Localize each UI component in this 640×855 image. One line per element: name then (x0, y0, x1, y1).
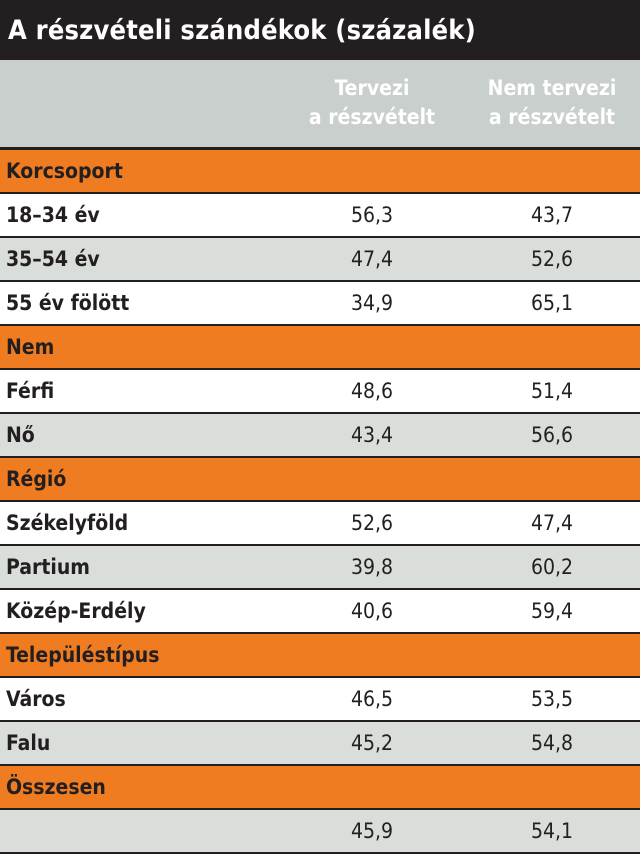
value-plans: 47,4 (350, 247, 394, 271)
section-header: Régió (0, 458, 640, 502)
value-plans: 45,9 (350, 819, 394, 843)
value-plans: 52,6 (350, 511, 394, 535)
column-header-plans-line2: a részvételt (308, 105, 436, 129)
row-label: 18–34 év (6, 203, 100, 227)
value-plans: 40,6 (350, 599, 394, 623)
table-title-text: A részvételi szándékok (százalék) (8, 14, 476, 46)
value-not-plans: 52,6 (530, 247, 574, 271)
table-row: Nő 43,4 56,6 (0, 414, 640, 458)
row-label: Nő (6, 423, 35, 447)
value-not-plans: 56,6 (530, 423, 574, 447)
row-label: 35–54 év (6, 247, 100, 271)
section-header: Nem (0, 326, 640, 370)
value-not-plans: 54,8 (530, 731, 574, 755)
section-label: Településtípus (6, 643, 160, 667)
column-header-not-plans-line2: a részvételt (488, 105, 616, 129)
table-row: 18–34 év 56,3 43,7 (0, 194, 640, 238)
value-plans: 45,2 (350, 731, 394, 755)
value-plans: 34,9 (350, 291, 394, 315)
table-row: 35–54 év 47,4 52,6 (0, 238, 640, 282)
value-plans: 46,5 (350, 687, 394, 711)
table-row: Közép-Erdély 40,6 59,4 (0, 590, 640, 634)
value-not-plans: 59,4 (530, 599, 574, 623)
value-not-plans: 51,4 (530, 379, 574, 403)
table-row: Férfi 48,6 51,4 (0, 370, 640, 414)
row-label: Falu (6, 731, 51, 755)
table-row: Székelyföld 52,6 47,4 (0, 502, 640, 546)
column-header-not-plans-line1: Nem tervezi (487, 76, 617, 100)
value-not-plans: 65,1 (530, 291, 574, 315)
table-row: 55 év fölött 34,9 65,1 (0, 282, 640, 326)
section-header: Településtípus (0, 634, 640, 678)
section-label: Korcsoport (6, 159, 123, 183)
row-label: 55 év fölött (6, 291, 130, 315)
value-not-plans: 60,2 (530, 555, 574, 579)
section-label: Nem (6, 335, 55, 359)
value-plans: 43,4 (350, 423, 394, 447)
column-header-plans-line1: Tervezi (334, 76, 410, 100)
section-header: Összesen (0, 766, 640, 810)
table-header: Tervezi a részvételt Nem tervezi a részv… (0, 60, 640, 150)
value-plans: 48,6 (350, 379, 394, 403)
value-not-plans: 47,4 (530, 511, 574, 535)
value-not-plans: 54,1 (530, 819, 574, 843)
row-label: Székelyföld (6, 511, 129, 535)
table-row: Partium 39,8 60,2 (0, 546, 640, 590)
row-label: Város (6, 687, 66, 711)
table-title: A részvételi szándékok (százalék) (0, 0, 640, 60)
section-header: Korcsoport (0, 150, 640, 194)
column-header-plans: Tervezi a részvételt (292, 74, 452, 132)
table-row: Falu 45,2 54,8 (0, 722, 640, 766)
section-label: Régió (6, 467, 67, 491)
table-row: 45,9 54,1 (0, 810, 640, 854)
value-not-plans: 53,5 (530, 687, 574, 711)
value-not-plans: 43,7 (530, 203, 574, 227)
row-label: Közép-Erdély (6, 599, 146, 623)
table-body: Korcsoport 18–34 év 56,3 43,7 35–54 év 47,4 52… (0, 150, 640, 854)
section-label: Összesen (6, 775, 106, 799)
value-plans: 56,3 (350, 203, 394, 227)
value-plans: 39,8 (350, 555, 394, 579)
column-header-not-plans: Nem tervezi a részvételt (472, 74, 632, 132)
table-row: Város 46,5 53,5 (0, 678, 640, 722)
row-label: Partium (6, 555, 90, 579)
row-label: Férfi (6, 379, 55, 403)
